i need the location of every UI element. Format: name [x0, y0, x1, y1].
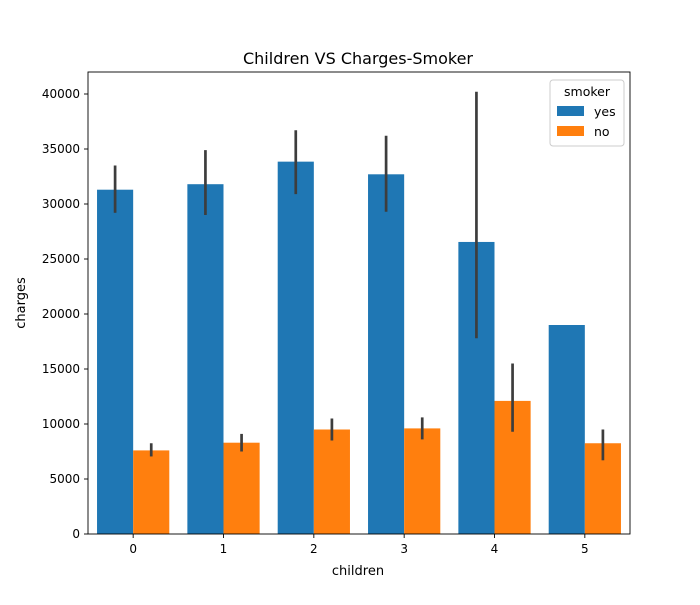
legend: smoker yes no	[549, 79, 625, 147]
bar-no-1	[223, 442, 260, 534]
y-tick-label: 40000	[42, 87, 80, 101]
chart-title: Children VS Charges-Smoker	[243, 49, 473, 68]
legend-swatch-no	[557, 126, 584, 136]
y-axis-label: charges	[14, 277, 29, 329]
y-tick-label: 35000	[42, 142, 80, 156]
legend-swatch-yes	[557, 106, 584, 116]
plot-frame	[87, 71, 631, 535]
bar-yes-1	[187, 184, 224, 534]
x-tick-label: 3	[400, 542, 408, 556]
y-tick-label: 15000	[42, 362, 80, 376]
x-tick-label: 5	[581, 542, 589, 556]
x-tick-label: 0	[129, 542, 137, 556]
bar-no-2	[313, 429, 350, 534]
legend-label-no: no	[594, 124, 610, 139]
x-tick-label: 2	[310, 542, 318, 556]
y-tick-label: 10000	[42, 417, 80, 431]
y-tick-label: 30000	[42, 197, 80, 211]
bar-no-0	[133, 450, 170, 534]
x-tick-label: 1	[220, 542, 228, 556]
plot-area: 0 5000 10000 15000 20000 25000 30000 35000 40000…	[42, 71, 631, 556]
x-tick-label: 4	[491, 542, 499, 556]
y-tick-label: 0	[72, 527, 80, 541]
legend-label-yes: yes	[594, 104, 616, 119]
bar-yes-2	[277, 161, 314, 534]
bar-yes-0	[97, 189, 134, 534]
bar-yes-5	[548, 325, 585, 534]
x-axis-label: children	[332, 564, 384, 579]
y-tick-label: 25000	[42, 252, 80, 266]
legend-title: smoker	[564, 84, 611, 99]
bar-yes-3	[368, 174, 405, 535]
y-tick-label: 5000	[49, 472, 80, 486]
y-tick-label: 20000	[42, 307, 80, 321]
bar-no-3	[404, 428, 441, 534]
